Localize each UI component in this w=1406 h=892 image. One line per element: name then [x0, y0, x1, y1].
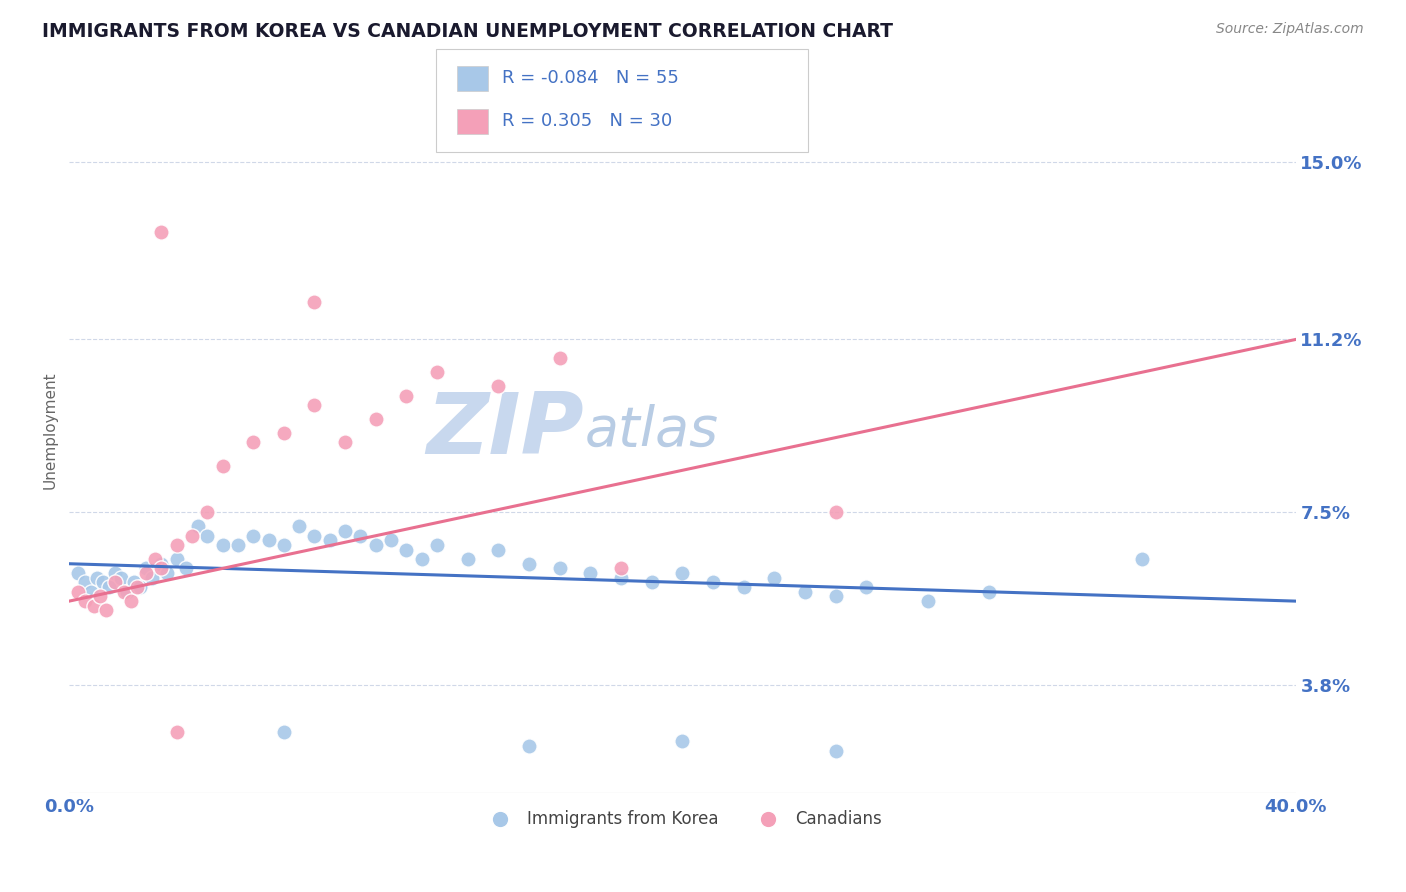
Point: [122, 575, 145, 590]
Point: [273, 725, 295, 739]
Point: [349, 529, 371, 543]
Point: [1130, 552, 1153, 566]
Point: [610, 561, 633, 575]
Point: [166, 725, 188, 739]
Point: [824, 505, 846, 519]
Point: [671, 734, 693, 748]
Point: [226, 538, 249, 552]
Point: [104, 575, 127, 590]
Point: [98, 580, 121, 594]
Point: [67, 566, 90, 580]
Point: [733, 580, 755, 594]
Text: IMMIGRANTS FROM KOREA VS CANADIAN UNEMPLOYMENT CORRELATION CHART: IMMIGRANTS FROM KOREA VS CANADIAN UNEMPL…: [42, 22, 893, 41]
Point: [333, 524, 356, 538]
Point: [128, 580, 150, 594]
Legend: Immigrants from Korea, Canadians: Immigrants from Korea, Canadians: [477, 804, 889, 835]
Point: [794, 584, 817, 599]
Point: [548, 351, 571, 366]
Point: [195, 529, 218, 543]
Point: [273, 425, 295, 440]
Point: [488, 542, 510, 557]
Point: [180, 529, 202, 543]
Point: [174, 561, 197, 575]
Point: [242, 435, 264, 450]
Point: [89, 590, 111, 604]
Point: [112, 584, 135, 599]
Point: [86, 571, 108, 585]
Point: [579, 566, 602, 580]
Point: [73, 594, 96, 608]
Text: ZIP: ZIP: [426, 389, 585, 472]
Point: [364, 538, 387, 552]
Point: [195, 505, 218, 519]
Point: [150, 225, 173, 239]
Point: [548, 561, 571, 575]
Point: [110, 571, 132, 585]
Point: [83, 599, 105, 613]
Point: [824, 743, 846, 757]
Point: [411, 552, 433, 566]
Point: [187, 519, 209, 533]
Point: [91, 575, 114, 590]
Point: [488, 379, 510, 393]
Point: [141, 571, 163, 585]
Point: [156, 566, 179, 580]
Point: [641, 575, 664, 590]
Point: [671, 566, 693, 580]
Point: [395, 542, 418, 557]
Text: Source: ZipAtlas.com: Source: ZipAtlas.com: [1216, 22, 1364, 37]
Point: [517, 739, 540, 753]
Point: [917, 594, 939, 608]
Point: [364, 412, 387, 426]
Point: [426, 365, 449, 379]
Point: [380, 533, 402, 548]
Point: [135, 561, 157, 575]
Point: [395, 388, 418, 402]
Point: [125, 580, 148, 594]
Point: [73, 575, 96, 590]
Point: [273, 538, 295, 552]
Point: [304, 295, 326, 310]
Point: [242, 529, 264, 543]
Point: [104, 566, 127, 580]
Point: [80, 584, 103, 599]
Point: [304, 529, 326, 543]
Point: [67, 584, 90, 599]
Point: [166, 538, 188, 552]
Text: R = 0.305   N = 30: R = 0.305 N = 30: [502, 112, 672, 130]
Point: [135, 566, 157, 580]
Point: [763, 571, 786, 585]
Point: [120, 594, 142, 608]
Point: [977, 584, 1000, 599]
Point: [426, 538, 449, 552]
Point: [824, 590, 846, 604]
Point: [117, 584, 139, 599]
Point: [517, 557, 540, 571]
Point: [855, 580, 877, 594]
Point: [457, 552, 479, 566]
Point: [319, 533, 342, 548]
Point: [702, 575, 724, 590]
Text: atlas: atlas: [585, 404, 718, 457]
Text: R = -0.084   N = 55: R = -0.084 N = 55: [502, 70, 679, 87]
Point: [304, 398, 326, 412]
Point: [94, 603, 117, 617]
Point: [166, 552, 188, 566]
Point: [610, 571, 633, 585]
Point: [211, 538, 233, 552]
Point: [288, 519, 311, 533]
Point: [150, 561, 173, 575]
Point: [143, 552, 166, 566]
Y-axis label: Unemployment: Unemployment: [44, 372, 58, 490]
Point: [211, 458, 233, 473]
Point: [150, 557, 173, 571]
Point: [333, 435, 356, 450]
Point: [257, 533, 280, 548]
